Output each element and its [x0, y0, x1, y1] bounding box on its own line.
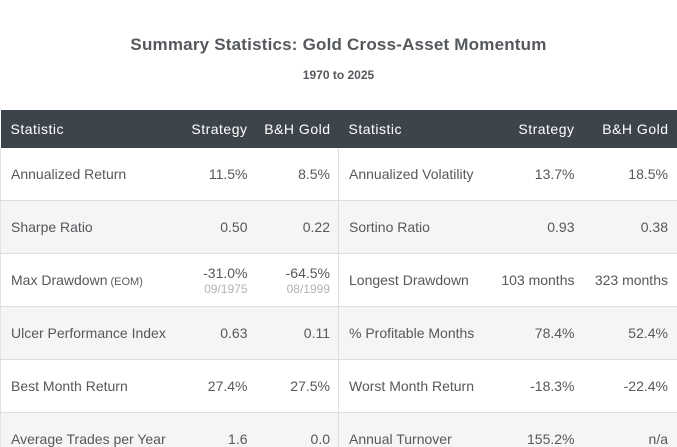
bh-gold-value-cell: 18.5%: [582, 148, 677, 201]
stat-label-cell: Average Trades per Year: [0, 412, 171, 447]
bh-gold-value-cell: -64.5% 08/1999: [255, 253, 339, 307]
strategy-value-cell: 11.5%: [170, 148, 256, 201]
title-block: Summary Statistics: Gold Cross-Asset Mom…: [0, 0, 677, 82]
table-row-annualized-return: Annualized Return 11.5% 8.5% Annualized …: [0, 148, 677, 201]
stat-label-cell: Sortino Ratio: [338, 200, 481, 254]
bh-gold-value-cell: 0.22: [255, 200, 339, 254]
bh-gold-value-cell: 0.0: [255, 412, 339, 447]
bh-gold-value-cell: 27.5%: [255, 359, 339, 413]
bh-gold-value-cell: n/a: [582, 412, 677, 447]
strategy-value-cell: 13.7%: [480, 148, 583, 201]
strategy-value-cell: -18.3%: [480, 359, 583, 413]
stat-label-cell: Sharpe Ratio: [0, 200, 171, 254]
column-header-bh-gold-left: B&H Gold: [255, 110, 339, 148]
stat-label-cell: Max Drawdown (EOM): [0, 253, 171, 307]
strategy-value-cell: 1.6: [170, 412, 256, 447]
bh-gold-value-cell: 52.4%: [582, 306, 677, 360]
column-header-strategy-right: Strategy: [480, 110, 583, 148]
bh-gold-value-cell: 8.5%: [255, 148, 339, 201]
summary-statistics-table: Statistic Strategy B&H Gold Statistic St…: [0, 110, 677, 447]
strategy-value-cell: 0.50: [170, 200, 256, 254]
strategy-value-cell: 27.4%: [170, 359, 256, 413]
stat-label-cell: Best Month Return: [0, 359, 171, 413]
stat-label-cell: Ulcer Performance Index: [0, 306, 171, 360]
column-header-bh-gold-right: B&H Gold: [582, 110, 677, 148]
value-date-sub: 09/1975: [204, 281, 248, 296]
table-row-max-drawdown: Max Drawdown (EOM) -31.0% 09/1975 -64.5% …: [0, 253, 677, 307]
bh-gold-value-cell: -22.4%: [582, 359, 677, 413]
column-header-statistic-left: Statistic: [0, 110, 171, 148]
strategy-value-cell: 78.4%: [480, 306, 583, 360]
table-row-best-month-return: Best Month Return 27.4% 27.5% Worst Mont…: [0, 359, 677, 413]
stat-label-cell: % Profitable Months: [338, 306, 481, 360]
strategy-value-cell: 103 months: [480, 253, 583, 307]
page-title: Summary Statistics: Gold Cross-Asset Mom…: [130, 35, 547, 54]
stat-label-cell: Worst Month Return: [338, 359, 481, 413]
value-date-sub: 08/1999: [286, 281, 330, 296]
stat-label-cell: Annualized Volatility: [338, 148, 481, 201]
strategy-value-cell: 0.63: [170, 306, 256, 360]
label-note: (EOM): [110, 276, 143, 288]
strategy-value-cell: 155.2%: [480, 412, 583, 447]
table-row-sharpe-ratio: Sharpe Ratio 0.50 0.22 Sortino Ratio 0.9…: [0, 200, 677, 254]
bh-gold-value-cell: 323 months: [582, 253, 677, 307]
strategy-value-cell: -31.0% 09/1975: [170, 253, 256, 307]
table-header-row: Statistic Strategy B&H Gold Statistic St…: [0, 110, 677, 148]
stat-label-cell: Annual Turnover: [338, 412, 481, 447]
strategy-value-cell: 0.93: [480, 200, 583, 254]
column-header-statistic-right: Statistic: [338, 110, 481, 148]
bh-gold-value-cell: 0.11: [255, 306, 339, 360]
table-row-average-trades: Average Trades per Year 1.6 0.0 Annual T…: [0, 412, 677, 447]
stat-label-cell: Annualized Return: [0, 148, 171, 201]
page-subtitle: 1970 to 2025: [302, 68, 375, 82]
bh-gold-value-cell: 0.38: [582, 200, 677, 254]
table-row-ulcer-performance-index: Ulcer Performance Index 0.63 0.11 % Prof…: [0, 306, 677, 360]
column-header-strategy-left: Strategy: [170, 110, 256, 148]
stat-label-cell: Longest Drawdown: [338, 253, 481, 307]
